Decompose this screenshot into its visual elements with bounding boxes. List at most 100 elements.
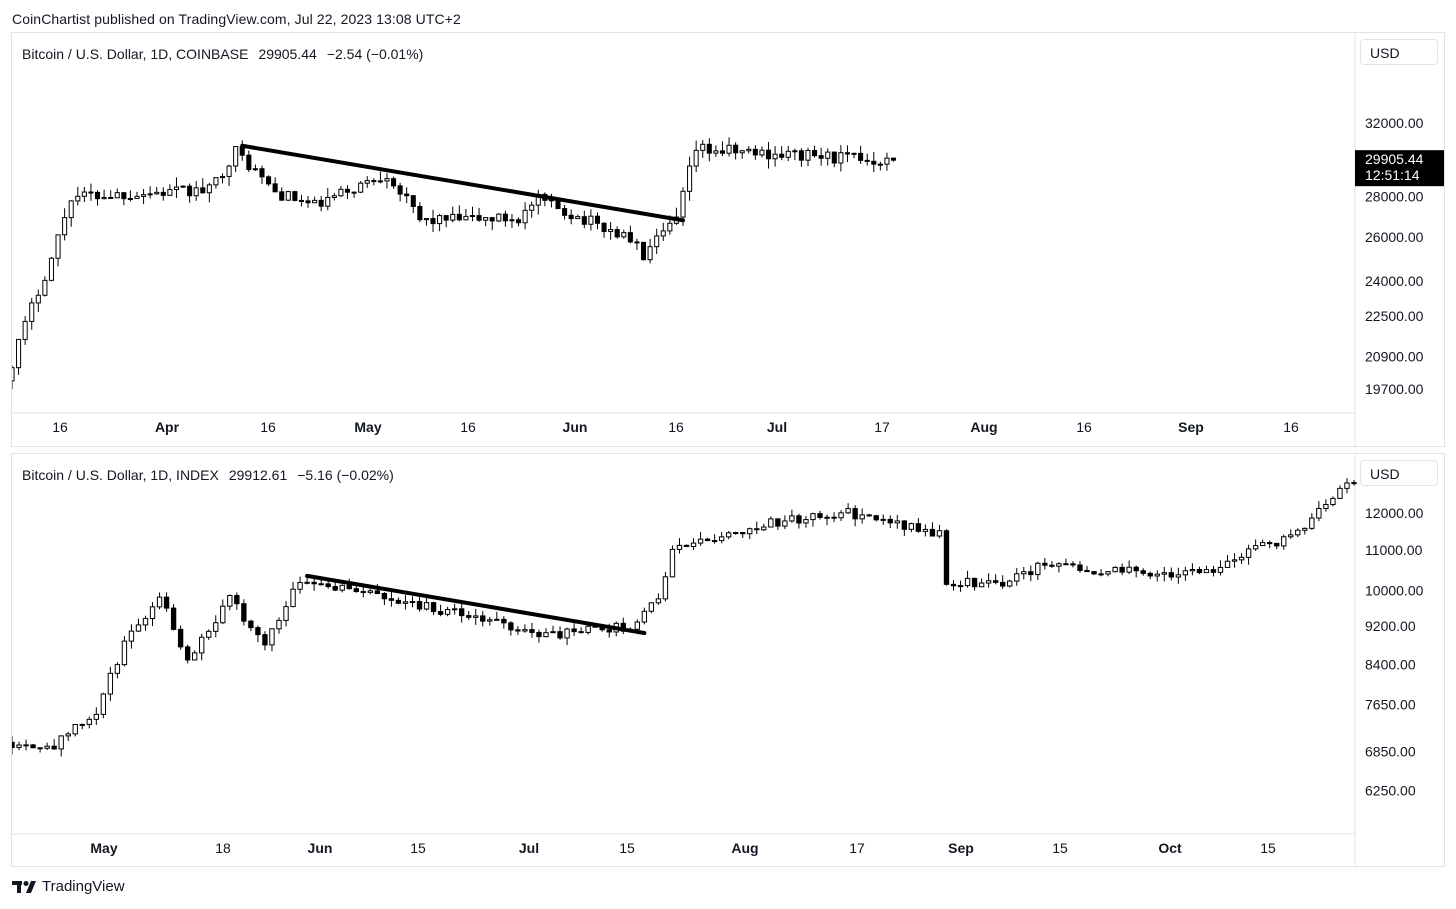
candle-body xyxy=(30,744,36,749)
currency-selector[interactable]: USD xyxy=(1360,39,1438,65)
candle-body xyxy=(1203,569,1210,574)
candle-body xyxy=(614,229,620,238)
candlestick-chart-index[interactable]: 12000.00 11000.00 10000.00 9200.00 8400.00 76… xyxy=(12,454,1444,866)
candle-body xyxy=(318,199,324,207)
publish-header: CoinChartist published on TradingView.co… xyxy=(12,11,461,27)
candle-body xyxy=(48,257,55,281)
candle-body xyxy=(719,150,726,154)
candle-body xyxy=(206,184,212,194)
candle-body xyxy=(351,191,357,194)
candle-body xyxy=(213,622,219,632)
candle-body xyxy=(35,294,41,304)
candle-body xyxy=(430,602,437,613)
candle-body xyxy=(1007,580,1013,587)
candle-body xyxy=(469,215,476,218)
time-tick-label: 18 xyxy=(215,840,231,856)
candle-body xyxy=(824,516,830,519)
currency-selector[interactable]: USD xyxy=(1360,460,1438,486)
candle-body xyxy=(259,168,265,178)
tradingview-logo-icon xyxy=(12,880,36,893)
candle-body xyxy=(529,204,535,211)
candle-body xyxy=(1224,560,1231,568)
candle-body xyxy=(660,230,666,237)
candle-body xyxy=(683,544,690,547)
price-tick-label: 19700.00 xyxy=(1365,381,1424,397)
candle-body xyxy=(374,590,381,595)
candle-body xyxy=(992,580,999,583)
candle-body xyxy=(1238,556,1245,561)
candle-body xyxy=(444,609,451,615)
time-tick-label: 16 xyxy=(260,419,276,435)
candle-body xyxy=(1196,569,1203,574)
candle-body xyxy=(515,219,522,224)
candle-body xyxy=(859,514,865,520)
candle-body xyxy=(929,528,936,537)
candle-body xyxy=(873,515,879,521)
price-tick-label: 9200.00 xyxy=(1365,618,1416,634)
candle-body xyxy=(1049,564,1055,567)
time-tick-label: Aug xyxy=(731,840,758,856)
candle-body xyxy=(147,193,153,196)
candle-body xyxy=(733,532,739,535)
candle-body xyxy=(1281,536,1287,547)
candle-body xyxy=(496,213,502,222)
tradingview-footer[interactable]: TradingView xyxy=(12,878,125,895)
price-tick-label: 12000.00 xyxy=(1365,505,1424,521)
candle-body xyxy=(1098,573,1104,576)
candle-body xyxy=(311,581,317,585)
candle-body xyxy=(338,188,344,197)
candle-body xyxy=(529,629,535,633)
candle-body xyxy=(16,338,22,369)
candle-body xyxy=(279,191,285,201)
candle-body xyxy=(312,199,318,204)
time-tick-label: Oct xyxy=(1158,840,1182,856)
candle-body xyxy=(877,163,883,166)
candle-body xyxy=(108,196,114,199)
candle-body xyxy=(346,584,352,590)
candle-body xyxy=(792,150,798,153)
time-tick-label: Jun xyxy=(308,840,333,856)
candle-body xyxy=(680,190,686,218)
candle-body xyxy=(135,624,142,632)
candle-body xyxy=(1309,517,1315,529)
chart-pane-index[interactable]: 12000.00 11000.00 10000.00 9200.00 8400.00 76… xyxy=(11,453,1445,867)
candle-body xyxy=(395,599,402,604)
legend-pair: Bitcoin / U.S. Dollar, 1D, COINBASE xyxy=(22,46,249,62)
candle-body xyxy=(985,580,992,584)
candle-body xyxy=(193,187,199,197)
candle-body xyxy=(16,744,22,748)
candle-body xyxy=(55,234,61,259)
candle-body xyxy=(568,214,574,220)
time-tick-label: Jul xyxy=(767,419,787,435)
chart-pane-coinbase[interactable]: 32000.00 28000.00 26000.00 24000.00 22500.00… xyxy=(11,32,1445,447)
candle-body xyxy=(423,602,430,610)
candle-body xyxy=(1070,563,1076,566)
candle-body xyxy=(789,515,795,522)
candle-body xyxy=(1252,545,1259,550)
candle-body xyxy=(759,149,765,156)
candle-body xyxy=(37,747,43,750)
candle-body xyxy=(213,177,219,186)
candle-body xyxy=(255,627,261,636)
time-tick-label: 16 xyxy=(52,419,68,435)
candle-body xyxy=(430,218,436,225)
candle-body xyxy=(44,745,50,749)
candle-body xyxy=(704,538,711,542)
candle-body xyxy=(68,200,74,219)
series-legend: Bitcoin / U.S. Dollar, 1D, COINBASE 29905… xyxy=(22,46,433,62)
candle-body xyxy=(922,528,929,532)
legend-change: −5.16 (−0.02%) xyxy=(297,467,394,483)
candle-body xyxy=(747,528,753,535)
candle-body xyxy=(890,157,897,161)
candle-body xyxy=(494,618,500,621)
candles xyxy=(12,478,1357,757)
candle-body xyxy=(487,619,493,622)
candle-body xyxy=(402,601,409,604)
candle-body xyxy=(305,200,311,204)
candle-body xyxy=(23,744,29,747)
time-tick-label: Sep xyxy=(948,840,974,856)
candle-body xyxy=(845,508,851,514)
candle-body xyxy=(466,615,472,618)
candle-body xyxy=(1344,482,1350,489)
candlestick-chart-coinbase[interactable]: 32000.00 28000.00 26000.00 24000.00 22500.00… xyxy=(12,33,1444,446)
